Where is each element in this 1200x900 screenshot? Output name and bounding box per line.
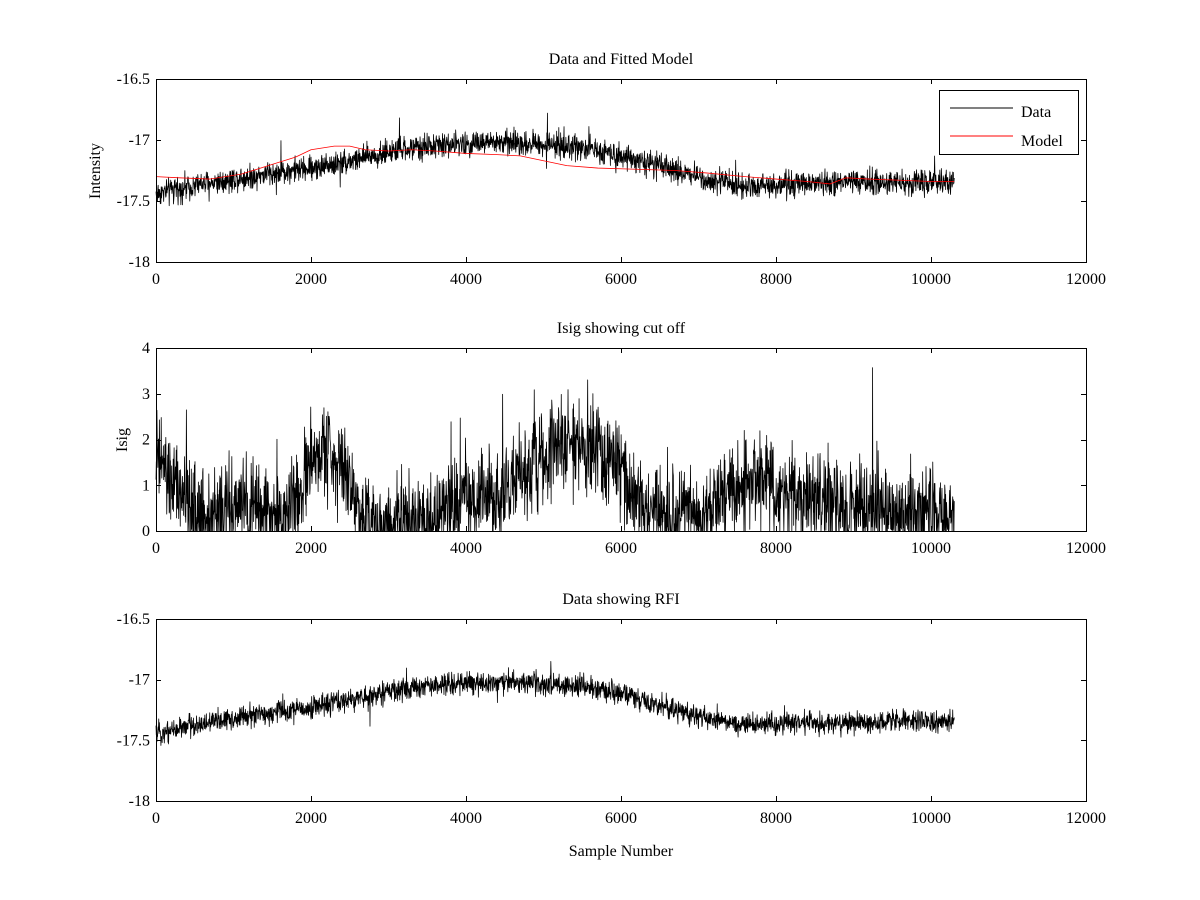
y-tick-label: -18 (129, 254, 150, 271)
x-tick-label: 2000 (295, 271, 327, 288)
y-tick-label: -17 (129, 132, 150, 149)
series-isig-line (155, 367, 955, 532)
x-tick-label: 0 (152, 540, 160, 557)
y-tick-label: 1 (142, 477, 150, 494)
legend-label-data: Data (1021, 104, 1051, 121)
axes-frame (156, 619, 1087, 802)
x-tick-label: 10000 (911, 271, 951, 288)
x-tick-label: 6000 (605, 810, 637, 827)
x-tick-label: 12000 (1066, 810, 1106, 827)
y-tick-label: 3 (142, 386, 150, 403)
y-tick-label: 0 (142, 523, 150, 540)
panel-data-and-fitted-model: Data and Fitted Model Intensity 0 2000 400… (87, 51, 1106, 288)
plot-area (155, 661, 955, 746)
x-tick-label: 8000 (760, 540, 792, 557)
x-tick-label: 8000 (760, 271, 792, 288)
x-tick-label: 12000 (1066, 540, 1106, 557)
plot-area (155, 112, 955, 207)
y-tick-label: 2 (142, 432, 150, 449)
x-tick-label: 6000 (605, 271, 637, 288)
axes-frame (156, 348, 1087, 532)
x-tick-label: 10000 (911, 810, 951, 827)
legend-label-model: Model (1021, 133, 1063, 150)
axes-frame (156, 79, 1087, 263)
x-tick-label: 2000 (295, 540, 327, 557)
y-tick-label: -16.5 (117, 71, 150, 88)
y-tick-label: -17.5 (117, 193, 150, 210)
series-data-line (155, 661, 955, 746)
x-tick-label: 8000 (760, 810, 792, 827)
y-tick-label: -17 (129, 672, 150, 689)
x-tick-label: 12000 (1066, 271, 1106, 288)
panel-data-showing-rfi: Data showing RFI Sample Number 0 2000 4000… (117, 591, 1106, 860)
panel-isig-cut-off: Isig showing cut off Isig 0 2000 4000 6000 8… (114, 320, 1106, 557)
y-tick-label: -16.5 (117, 611, 150, 628)
axis-ticks: 0 2000 4000 6000 8000 10000 12000 -18 -17.5 -17 -1… (117, 611, 1106, 827)
x-tick-label: 4000 (450, 540, 482, 557)
series-model-line (155, 145, 955, 185)
chart-title: Isig showing cut off (557, 320, 686, 337)
legend: Data Model (939, 90, 1079, 155)
x-tick-label: 0 (152, 810, 160, 827)
axis-ticks: 0 2000 4000 6000 8000 10000 12000 0 1 2 3 4 (142, 340, 1106, 557)
x-tick-label: 10000 (911, 540, 951, 557)
chart-title: Data showing RFI (562, 591, 679, 608)
plot-area (155, 367, 955, 532)
x-tick-label: 4000 (450, 810, 482, 827)
x-tick-label: 6000 (605, 540, 637, 557)
x-tick-label: 2000 (295, 810, 327, 827)
axis-ticks: 0 2000 4000 6000 8000 10000 12000 -18 -17.5 -17 -1… (117, 71, 1106, 288)
x-axis-label: Sample Number (569, 843, 674, 860)
y-tick-label: 4 (142, 340, 150, 357)
y-axis-label: Intensity (87, 143, 104, 199)
legend-box (939, 90, 1079, 155)
y-axis-label: Isig (114, 428, 131, 452)
x-tick-label: 0 (152, 271, 160, 288)
y-tick-label: -18 (129, 793, 150, 810)
chart-title: Data and Fitted Model (549, 51, 694, 68)
x-tick-label: 4000 (450, 271, 482, 288)
y-tick-label: -17.5 (117, 732, 150, 749)
series-data-line (155, 112, 955, 207)
